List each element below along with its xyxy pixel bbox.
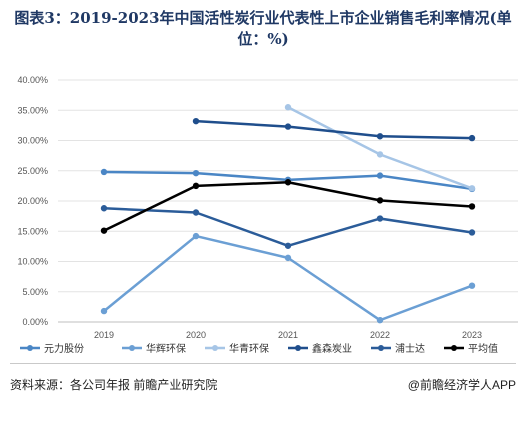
y-axis-ticks: 0.00% 5.00% 10.00% 15.00% 20.00% 25.00% 30.00%… — [17, 75, 48, 327]
legend-item: 华青环保 — [205, 342, 269, 355]
data-point — [468, 282, 476, 289]
data-point — [100, 168, 108, 176]
legend-marker — [378, 345, 384, 351]
data-point — [376, 316, 384, 324]
legend-item: 元力股份 — [20, 342, 84, 355]
brand-mark: @前瞻经济学人APP — [407, 378, 516, 392]
series-5 — [100, 205, 476, 249]
x-tick-label: 2019 — [94, 330, 114, 340]
legend-marker — [295, 345, 301, 351]
x-tick-label: 2020 — [186, 330, 206, 340]
data-point — [192, 182, 200, 190]
series-line — [103, 207, 473, 248]
data-point — [284, 242, 292, 249]
data-point — [192, 209, 200, 216]
data-point — [284, 254, 292, 262]
legend-item: 鑫森炭业 — [288, 342, 352, 355]
series-4 — [192, 117, 476, 142]
y-tick-label: 30.00% — [17, 136, 48, 146]
y-tick-label: 20.00% — [17, 196, 48, 206]
x-tick-label: 2021 — [278, 330, 298, 340]
data-point — [376, 133, 384, 140]
legend-marker — [212, 345, 218, 351]
y-tick-label: 25.00% — [17, 166, 48, 176]
data-point — [192, 169, 200, 177]
chart-title: 图表3：2019-2023年中国活性炭行业代表性上市企业销售毛利率情况(单位：%… — [14, 9, 512, 48]
legend-label: 华青环保 — [229, 342, 269, 355]
y-tick-label: 35.00% — [17, 105, 48, 115]
x-axis-ticks: 2019 2020 2021 2022 2023 — [94, 330, 482, 340]
data-point — [192, 232, 200, 240]
legend-label: 浦士达 — [395, 342, 425, 355]
y-tick-label: 15.00% — [17, 226, 48, 236]
data-point — [284, 123, 292, 130]
series-2 — [100, 232, 476, 324]
legend-label: 平均值 — [468, 342, 498, 355]
legend-label: 华辉环保 — [146, 342, 186, 355]
data-point — [192, 117, 200, 125]
data-point — [100, 227, 108, 234]
series-6 — [100, 179, 476, 234]
legend: 元力股份 华辉环保 华青环保 鑫森炭业 浦士达 平均值 — [20, 342, 498, 355]
legend-item: 浦士达 — [371, 342, 425, 355]
data-point — [468, 229, 476, 236]
y-tick-label: 0.00% — [22, 317, 48, 327]
legend-item: 平均值 — [444, 342, 498, 355]
data-point — [284, 104, 292, 111]
data-point — [100, 205, 108, 212]
x-tick-label: 2022 — [370, 330, 390, 340]
footer-divider — [10, 363, 516, 364]
legend-item: 华辉环保 — [122, 342, 186, 355]
legend-label: 鑫森炭业 — [312, 342, 352, 355]
y-tick-label: 40.00% — [17, 75, 48, 85]
legend-marker — [129, 345, 135, 351]
data-point — [100, 307, 108, 315]
x-tick-label: 2023 — [462, 330, 482, 340]
legend-marker — [27, 345, 33, 351]
legend-label: 元力股份 — [44, 342, 84, 355]
data-point — [468, 134, 476, 142]
y-tick-label: 10.00% — [17, 257, 48, 267]
source-note: 资料来源：各公司年报 前瞻产业研究院 — [10, 378, 218, 392]
legend-marker — [451, 345, 457, 351]
data-point — [376, 215, 384, 222]
data-point — [376, 151, 384, 158]
data-point — [468, 203, 476, 210]
series-lines — [100, 104, 476, 324]
data-point — [284, 179, 292, 186]
data-point — [376, 172, 384, 179]
grid-lines — [58, 79, 518, 323]
series-3 — [284, 104, 476, 192]
data-point — [468, 185, 476, 192]
data-point — [376, 197, 384, 204]
series-line — [195, 119, 473, 140]
y-tick-label: 5.00% — [22, 287, 48, 297]
